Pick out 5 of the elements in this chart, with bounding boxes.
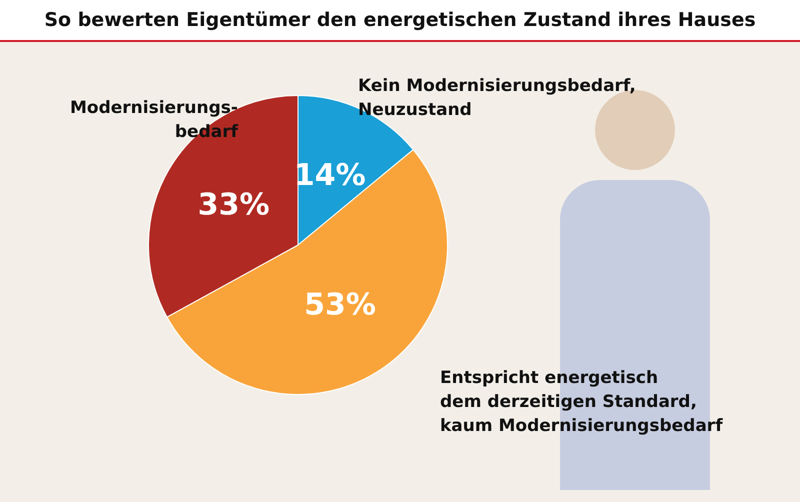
data-label: 33% <box>198 188 270 223</box>
data-label: 53% <box>304 288 376 323</box>
chart-title: So bewerten Eigentümer den energetischen Zustand ihres Hauses <box>44 9 756 31</box>
slice-label: Kein Modernisierungsbedarf, Neuzustand <box>358 75 636 122</box>
slice-label: Entspricht energetisch dem derzeitigen Standard, kaum Modernisierungsbedarf <box>440 367 723 438</box>
